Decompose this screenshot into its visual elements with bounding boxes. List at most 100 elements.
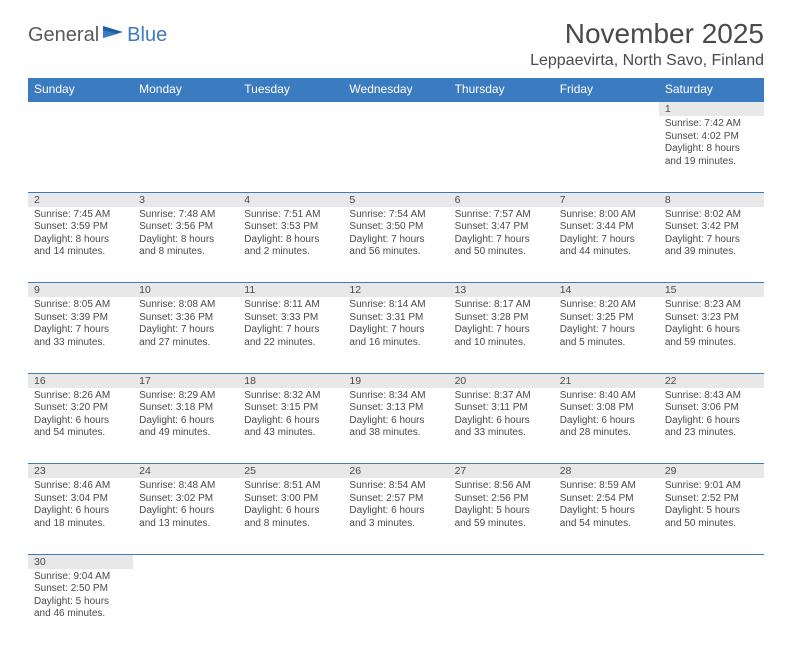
header: General Blue November 2025 Leppaevirta, … xyxy=(28,18,764,70)
day-number-cell: 7 xyxy=(554,192,659,207)
day-number-row: 9101112131415 xyxy=(28,283,764,298)
weekday-header: Thursday xyxy=(449,78,554,101)
daylight-line: Daylight: 7 hours and 50 minutes. xyxy=(455,234,548,259)
sunset-line: Sunset: 3:39 PM xyxy=(34,312,127,325)
day-content-cell: Sunrise: 8:56 AMSunset: 2:56 PMDaylight:… xyxy=(449,478,554,554)
daylight-line: Daylight: 7 hours and 5 minutes. xyxy=(560,324,653,349)
day-content-cell xyxy=(238,569,343,645)
day-content-cell: Sunrise: 8:43 AMSunset: 3:06 PMDaylight:… xyxy=(659,388,764,464)
day-number-row: 16171819202122 xyxy=(28,373,764,388)
weekday-header: Wednesday xyxy=(343,78,448,101)
daylight-line: Daylight: 6 hours and 23 minutes. xyxy=(665,415,758,440)
day-number-cell: 9 xyxy=(28,283,133,298)
day-content-cell xyxy=(554,569,659,645)
day-number-cell: 10 xyxy=(133,283,238,298)
daylight-line: Daylight: 6 hours and 18 minutes. xyxy=(34,505,127,530)
weekday-header: Sunday xyxy=(28,78,133,101)
sunset-line: Sunset: 2:57 PM xyxy=(349,493,442,506)
sunrise-line: Sunrise: 8:43 AM xyxy=(665,390,758,403)
location: Leppaevirta, North Savo, Finland xyxy=(530,52,764,70)
day-content-cell: Sunrise: 8:02 AMSunset: 3:42 PMDaylight:… xyxy=(659,207,764,283)
day-number-cell: 8 xyxy=(659,192,764,207)
daylight-line: Daylight: 5 hours and 59 minutes. xyxy=(455,505,548,530)
sunrise-line: Sunrise: 8:29 AM xyxy=(139,390,232,403)
day-number-cell: 5 xyxy=(343,192,448,207)
sunrise-line: Sunrise: 8:48 AM xyxy=(139,480,232,493)
month-title: November 2025 xyxy=(530,18,764,50)
sunset-line: Sunset: 3:28 PM xyxy=(455,312,548,325)
sunrise-line: Sunrise: 8:00 AM xyxy=(560,209,653,222)
day-content-cell: Sunrise: 9:04 AMSunset: 2:50 PMDaylight:… xyxy=(28,569,133,645)
day-content-cell xyxy=(343,116,448,192)
day-number-row: 1 xyxy=(28,101,764,116)
day-content-cell: Sunrise: 8:29 AMSunset: 3:18 PMDaylight:… xyxy=(133,388,238,464)
day-content-cell: Sunrise: 7:51 AMSunset: 3:53 PMDaylight:… xyxy=(238,207,343,283)
day-number-cell: 26 xyxy=(343,464,448,479)
day-content-cell: Sunrise: 8:14 AMSunset: 3:31 PMDaylight:… xyxy=(343,297,448,373)
daylight-line: Daylight: 5 hours and 46 minutes. xyxy=(34,596,127,621)
sunrise-line: Sunrise: 8:40 AM xyxy=(560,390,653,403)
day-content-cell: Sunrise: 7:42 AMSunset: 4:02 PMDaylight:… xyxy=(659,116,764,192)
day-number-cell xyxy=(238,101,343,116)
day-number-row: 2345678 xyxy=(28,192,764,207)
sunrise-line: Sunrise: 8:05 AM xyxy=(34,299,127,312)
day-number-cell: 18 xyxy=(238,373,343,388)
calendar-table: SundayMondayTuesdayWednesdayThursdayFrid… xyxy=(28,78,764,645)
sunrise-line: Sunrise: 8:59 AM xyxy=(560,480,653,493)
day-content-cell xyxy=(133,569,238,645)
title-block: November 2025 Leppaevirta, North Savo, F… xyxy=(530,18,764,70)
sunrise-line: Sunrise: 8:32 AM xyxy=(244,390,337,403)
sunset-line: Sunset: 3:11 PM xyxy=(455,402,548,415)
day-content-cell: Sunrise: 8:51 AMSunset: 3:00 PMDaylight:… xyxy=(238,478,343,554)
sunrise-line: Sunrise: 7:51 AM xyxy=(244,209,337,222)
sunrise-line: Sunrise: 8:17 AM xyxy=(455,299,548,312)
daylight-line: Daylight: 6 hours and 43 minutes. xyxy=(244,415,337,440)
sunrise-line: Sunrise: 8:20 AM xyxy=(560,299,653,312)
day-content-cell: Sunrise: 8:37 AMSunset: 3:11 PMDaylight:… xyxy=(449,388,554,464)
sunset-line: Sunset: 3:00 PM xyxy=(244,493,337,506)
sunrise-line: Sunrise: 8:34 AM xyxy=(349,390,442,403)
day-number-cell xyxy=(133,554,238,569)
day-content-cell: Sunrise: 8:17 AMSunset: 3:28 PMDaylight:… xyxy=(449,297,554,373)
sunset-line: Sunset: 2:54 PM xyxy=(560,493,653,506)
day-number-cell xyxy=(343,101,448,116)
weekday-header: Tuesday xyxy=(238,78,343,101)
day-number-cell xyxy=(449,101,554,116)
daylight-line: Daylight: 8 hours and 14 minutes. xyxy=(34,234,127,259)
day-content-cell xyxy=(133,116,238,192)
day-number-cell xyxy=(28,101,133,116)
day-content-cell: Sunrise: 8:59 AMSunset: 2:54 PMDaylight:… xyxy=(554,478,659,554)
sunrise-line: Sunrise: 7:42 AM xyxy=(665,118,758,131)
daylight-line: Daylight: 6 hours and 8 minutes. xyxy=(244,505,337,530)
daylight-line: Daylight: 6 hours and 28 minutes. xyxy=(560,415,653,440)
sunset-line: Sunset: 3:56 PM xyxy=(139,221,232,234)
daylight-line: Daylight: 6 hours and 59 minutes. xyxy=(665,324,758,349)
day-content-cell xyxy=(28,116,133,192)
sunset-line: Sunset: 3:42 PM xyxy=(665,221,758,234)
day-number-cell: 22 xyxy=(659,373,764,388)
flag-icon xyxy=(103,24,125,45)
sunset-line: Sunset: 3:47 PM xyxy=(455,221,548,234)
day-number-cell xyxy=(133,101,238,116)
day-number-cell: 4 xyxy=(238,192,343,207)
sunrise-line: Sunrise: 8:08 AM xyxy=(139,299,232,312)
sunrise-line: Sunrise: 8:02 AM xyxy=(665,209,758,222)
logo-text-blue: Blue xyxy=(127,24,167,47)
day-number-cell: 13 xyxy=(449,283,554,298)
day-number-cell xyxy=(554,101,659,116)
sunset-line: Sunset: 3:04 PM xyxy=(34,493,127,506)
day-number-cell xyxy=(659,554,764,569)
day-content-cell: Sunrise: 8:26 AMSunset: 3:20 PMDaylight:… xyxy=(28,388,133,464)
sunset-line: Sunset: 3:25 PM xyxy=(560,312,653,325)
day-number-cell: 14 xyxy=(554,283,659,298)
day-content-cell: Sunrise: 7:57 AMSunset: 3:47 PMDaylight:… xyxy=(449,207,554,283)
day-content-cell xyxy=(449,569,554,645)
sunset-line: Sunset: 2:52 PM xyxy=(665,493,758,506)
day-number-cell: 16 xyxy=(28,373,133,388)
daylight-line: Daylight: 7 hours and 56 minutes. xyxy=(349,234,442,259)
weekday-header: Saturday xyxy=(659,78,764,101)
day-number-cell: 17 xyxy=(133,373,238,388)
day-content-cell: Sunrise: 8:40 AMSunset: 3:08 PMDaylight:… xyxy=(554,388,659,464)
day-number-cell: 6 xyxy=(449,192,554,207)
day-content-cell xyxy=(343,569,448,645)
